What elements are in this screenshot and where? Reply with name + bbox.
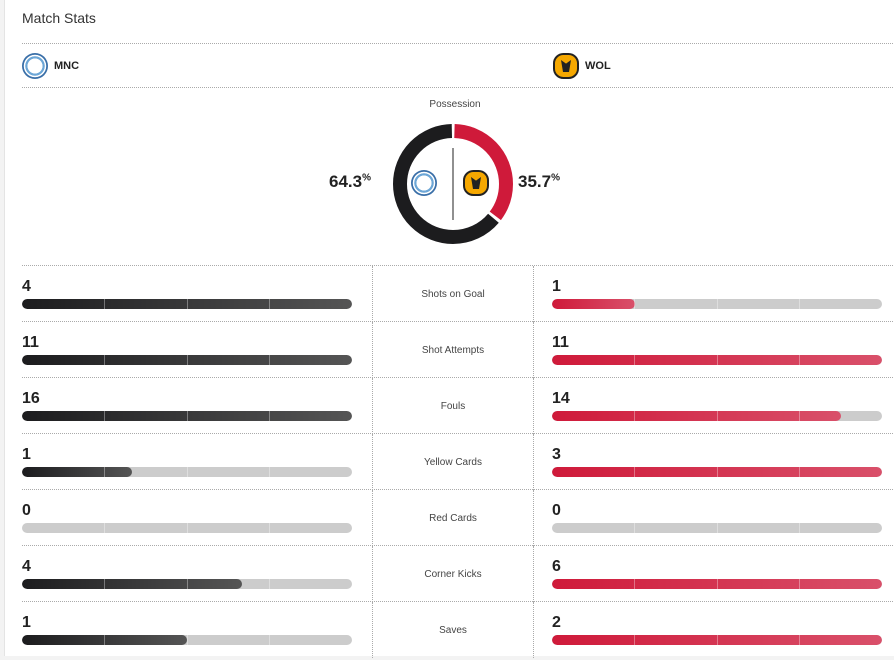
home-possession-arc <box>393 124 513 244</box>
home-stat-fill <box>22 579 242 589</box>
home-stat-bar <box>22 467 352 477</box>
away-stat-value: 11 <box>552 334 569 351</box>
away-stat-value: 6 <box>552 558 561 575</box>
home-stat-fill <box>22 467 132 477</box>
away-stat-value: 14 <box>552 390 570 407</box>
home-stat-bar <box>22 355 352 365</box>
stat-label: Shot Attempts <box>372 322 534 378</box>
home-stat-value: 4 <box>22 558 31 575</box>
away-stat-value: 3 <box>552 446 561 463</box>
home-stat-fill <box>22 635 187 645</box>
home-stat-bar <box>22 523 352 533</box>
home-stat-value: 4 <box>22 278 31 295</box>
stat-row: 0 Red Cards 0 <box>22 489 894 546</box>
home-stat-fill <box>22 355 352 365</box>
possession-label: Possession <box>429 99 481 110</box>
away-stat-bar <box>552 355 882 365</box>
home-stat-value: 1 <box>22 446 31 463</box>
away-stat-fill <box>552 355 882 365</box>
home-stat-bar <box>22 299 352 309</box>
home-team-abbr: MNC <box>54 60 80 72</box>
stat-label: Fouls <box>372 378 534 434</box>
wolves-crest-icon <box>463 170 489 196</box>
away-stat-bar <box>552 523 882 533</box>
away-possession-arc <box>393 124 513 244</box>
away-stat-value: 0 <box>552 502 561 519</box>
away-team-abbr: WOL <box>585 60 611 72</box>
home-stat-bar <box>22 411 352 421</box>
away-stat-bar <box>552 635 882 645</box>
home-stat-fill <box>22 411 352 421</box>
away-stat-bar <box>552 411 882 421</box>
possession-donut <box>393 124 513 244</box>
away-possession: 35.7% <box>518 172 560 191</box>
away-stat-bar <box>552 299 882 309</box>
home-team[interactable]: MNC <box>22 53 79 79</box>
stat-row: 11 Shot Attempts 11 <box>22 321 894 378</box>
stat-label: Saves <box>372 602 534 658</box>
home-stat-bar <box>22 635 352 645</box>
away-stat-fill <box>552 411 841 421</box>
away-stat-value: 2 <box>552 614 561 631</box>
away-stat-fill <box>552 579 882 589</box>
home-stat-bar <box>22 579 352 589</box>
stat-label: Corner Kicks <box>372 546 534 602</box>
man-city-crest-icon <box>411 170 437 196</box>
divider <box>22 43 894 44</box>
wolves-crest-icon <box>553 53 579 79</box>
home-stat-value: 16 <box>22 390 40 407</box>
away-stat-bar <box>552 579 882 589</box>
away-stat-fill <box>552 467 882 477</box>
home-stat-value: 1 <box>22 614 31 631</box>
home-possession: 64.3% <box>329 172 371 191</box>
away-stat-fill <box>552 299 635 309</box>
stat-row: 1 Saves 2 <box>22 601 894 658</box>
stat-row: 4 Shots on Goal 1 <box>22 265 894 322</box>
away-stat-value: 1 <box>552 278 561 295</box>
man-city-crest-icon <box>22 53 48 79</box>
match-stats-card: Match Stats MNC WOL Possession 64.3% 35.… <box>4 0 894 658</box>
stat-row: 16 Fouls 14 <box>22 377 894 434</box>
stat-row: 1 Yellow Cards 3 <box>22 433 894 490</box>
home-stat-value: 0 <box>22 502 31 519</box>
home-stat-value: 11 <box>22 334 39 351</box>
away-team[interactable]: WOL <box>553 53 611 79</box>
stat-label: Shots on Goal <box>372 266 534 322</box>
home-stat-fill <box>22 299 352 309</box>
stat-row: 4 Corner Kicks 6 <box>22 545 894 602</box>
away-stat-fill <box>552 635 882 645</box>
stat-label: Yellow Cards <box>372 434 534 490</box>
away-stat-bar <box>552 467 882 477</box>
stat-label: Red Cards <box>372 490 534 546</box>
divider <box>22 87 894 88</box>
section-title: Match Stats <box>22 10 96 26</box>
